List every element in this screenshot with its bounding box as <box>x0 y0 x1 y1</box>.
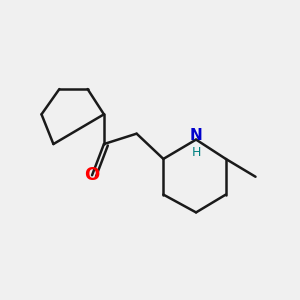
Text: H: H <box>191 146 201 160</box>
Text: N: N <box>190 128 202 142</box>
Text: O: O <box>84 166 100 184</box>
